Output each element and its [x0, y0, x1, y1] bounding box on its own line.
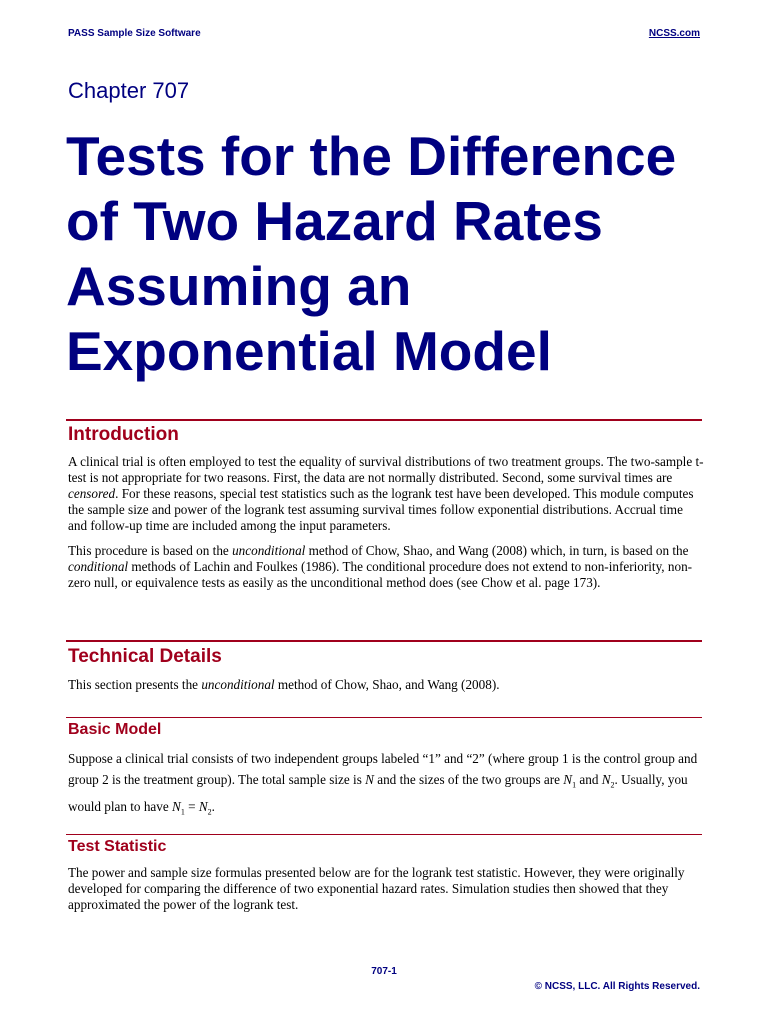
heading: Basic Model: [68, 721, 162, 738]
title-line: of Two Hazard Rates: [66, 190, 603, 252]
rule: [66, 419, 702, 421]
subscript: 2: [610, 780, 615, 790]
chapter: Chapter 707: [68, 78, 190, 103]
text: . For these reasons, special test statis…: [68, 486, 694, 533]
heading: Test Statistic: [68, 838, 167, 855]
text: N: [563, 772, 573, 787]
text: This procedure is based on the: [68, 543, 233, 558]
subscript: 1: [180, 807, 185, 817]
paragraph: Suppose a clinical trial consists of two…: [68, 748, 704, 822]
text: unconditional: [201, 677, 275, 692]
rule: [66, 717, 702, 718]
text: . Usually, you would plan to have: [68, 772, 688, 814]
text: N: [601, 772, 611, 787]
text: conditional: [68, 559, 129, 574]
text: and: [576, 772, 602, 787]
heading: Technical Details: [68, 646, 222, 667]
text: N: [365, 772, 374, 787]
text: This section presents the: [68, 677, 202, 692]
title-line: Assuming an: [66, 255, 412, 317]
text: A clinical trial is often employed to te…: [68, 454, 704, 485]
text: censored: [68, 486, 116, 501]
paragraph: This procedure is based on the unconditi…: [68, 543, 704, 591]
text: The power and sample size formulas prese…: [68, 865, 685, 912]
header-link[interactable]: NCSS.com: [648, 28, 700, 39]
rule: [66, 640, 702, 642]
subscript: 1: [572, 780, 577, 790]
page-number: 707-1: [371, 966, 397, 977]
text: N: [172, 798, 181, 814]
text: methods of Lachin and Foulkes (1986). Th…: [68, 559, 693, 590]
subscript: 2: [207, 807, 212, 817]
text: .: [211, 798, 215, 814]
text: N: [198, 798, 208, 814]
text: unconditional: [232, 543, 306, 558]
title: Tests for the Difference of Two Hazard R…: [66, 124, 676, 384]
text: method of Chow, Shao, and Wang (2008).: [274, 677, 500, 692]
paragraph: A clinical trial is often employed to te…: [68, 454, 704, 534]
paragraph: This section presents the unconditional …: [68, 677, 704, 693]
text: method of Chow, Shao, and Wang (2008) wh…: [305, 543, 689, 558]
header-left: PASS Sample Size Software: [68, 28, 201, 39]
text: and the sizes of the two groups are: [373, 772, 564, 787]
text: =: [184, 798, 199, 814]
copyright: © NCSS, LLC. All Rights Reserved.: [534, 981, 700, 992]
rule: [66, 834, 702, 835]
text: Suppose a clinical trial consists of two…: [68, 751, 698, 787]
paragraph: The power and sample size formulas prese…: [68, 865, 704, 913]
heading: Introduction: [68, 424, 179, 445]
title-line: Exponential Model: [66, 320, 552, 382]
title-line: Tests for the Difference: [66, 125, 677, 187]
